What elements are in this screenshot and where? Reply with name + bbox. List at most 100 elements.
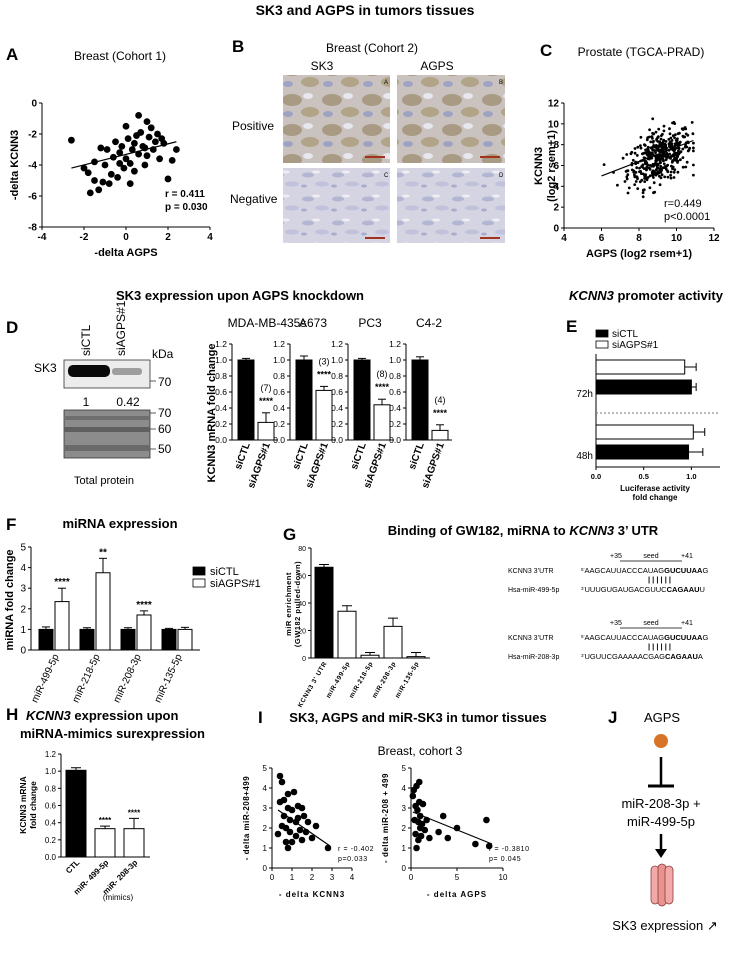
data-point — [623, 180, 627, 183]
data-point — [663, 152, 667, 156]
data-point — [280, 812, 288, 820]
data-point — [168, 156, 176, 164]
data-point — [655, 154, 659, 158]
data-point — [483, 816, 490, 824]
data-point — [661, 132, 664, 136]
data-point — [286, 828, 294, 836]
group-label: 72h — [576, 389, 593, 400]
blot-row-sk3: SK3 — [34, 361, 57, 375]
y-axis-label: miR enrichment — [284, 572, 293, 636]
data-point — [668, 132, 672, 136]
data-point — [645, 153, 649, 156]
y-tick-label: 0.6 — [331, 387, 343, 397]
x-tick-label: -2 — [80, 232, 89, 243]
y-tick-label: 0 — [402, 864, 407, 873]
y-tick-label: 1.0 — [215, 355, 227, 365]
x-tick-label: 5 — [455, 873, 460, 882]
data-point — [651, 148, 654, 152]
alignment-label: KCNN3 3’UTR — [508, 568, 554, 575]
ihc-image-sk3-negative — [283, 168, 390, 243]
panel-g: G Binding of GW182, miRNA to KCNN3 3’ UT… — [283, 523, 708, 709]
data-point — [658, 153, 662, 157]
panel-letter-j: J — [608, 708, 617, 727]
data-point — [654, 130, 658, 134]
data-point — [668, 127, 671, 131]
data-point — [679, 150, 683, 154]
data-point — [654, 168, 658, 172]
x-axis-label: - delta KCNN3 — [279, 890, 345, 899]
y-axis-label: fold change — [28, 781, 38, 829]
panel-b-col-agps: AGPS — [420, 59, 453, 73]
x-tick-label: 1.0 — [686, 472, 696, 481]
data-point — [621, 156, 625, 160]
data-point — [662, 159, 665, 163]
data-point — [666, 154, 670, 158]
y-tick-label: 4 — [263, 784, 268, 793]
data-point — [412, 830, 419, 838]
y-tick-label: 2 — [263, 824, 268, 833]
x-tick-label: 4 — [207, 232, 213, 243]
y-axis-label: KCNN3 — [533, 147, 545, 185]
blot-marker: 60 — [158, 422, 172, 436]
y-tick-label: 6 — [553, 161, 559, 172]
panel-a-scatter: -4 -2 0 2 4 -8 -6 -4 -2 0 -delta AGPS -delta KCNN3 r… — [9, 99, 213, 260]
data-point — [676, 170, 680, 174]
data-point — [485, 842, 493, 850]
data-point — [654, 173, 658, 177]
panel-c-scatter: 4 6 8 10 12 0 2 4 6 8 10 12 AGPS (log2 rsem+1) KCNN3(… — [533, 99, 720, 261]
data-point — [692, 173, 695, 177]
data-point — [658, 150, 661, 153]
bar — [411, 359, 429, 441]
legend-label: siAGPS#1 — [210, 578, 261, 590]
data-point — [658, 158, 662, 161]
data-point — [644, 148, 647, 152]
legend-label: siAGPS#1 — [612, 340, 659, 351]
y-tick-label: 0 — [553, 224, 559, 235]
y-tick-label: 0.8 — [389, 371, 401, 381]
data-point — [444, 834, 452, 842]
y-tick-label: 2 — [402, 824, 407, 833]
y-tick-label: 1 — [20, 625, 26, 636]
data-point — [298, 836, 306, 844]
data-point — [97, 144, 105, 152]
data-point — [663, 142, 667, 146]
alignment-label: KCNN3 3’UTR — [508, 635, 554, 642]
y-tick-label: 0.8 — [45, 784, 57, 793]
figure-title: SK3 and AGPS in tumors tissues — [256, 2, 475, 18]
panel-b-row-negative: Negative — [230, 192, 278, 206]
y-tick-label: 0.4 — [389, 403, 401, 413]
data-point — [414, 806, 421, 814]
data-point — [673, 136, 676, 140]
data-point — [282, 824, 290, 832]
legend-swatch — [192, 566, 206, 576]
data-point — [662, 162, 666, 166]
ihc-corner-a: A — [384, 80, 388, 86]
y-tick-label: 1.2 — [45, 750, 57, 759]
blot-kda-label: kDa — [152, 347, 174, 361]
data-point — [641, 195, 645, 199]
ihc-corner-d: D — [499, 173, 504, 179]
alignment-label: Hsa-miR-499-5p — [508, 587, 559, 594]
data-point — [86, 189, 94, 197]
data-point — [643, 143, 646, 147]
regression-line — [71, 141, 177, 169]
data-point — [664, 158, 668, 161]
bar — [136, 614, 152, 651]
y-tick-label: 80 — [298, 546, 306, 553]
sk3-channel-icon — [650, 863, 674, 907]
y-axis-label: (log2 rsem+1) — [546, 130, 558, 202]
x-tick-label: miR-208-3p — [371, 661, 398, 700]
y-tick-label: 0.0 — [331, 435, 343, 445]
y-tick-label: 0.6 — [215, 387, 227, 397]
data-point — [651, 172, 654, 176]
data-point — [633, 173, 636, 177]
ihc-corner-c: C — [384, 173, 389, 179]
y-tick-label: 1 — [263, 844, 268, 853]
data-point — [664, 140, 668, 143]
data-point — [652, 139, 655, 143]
data-point — [656, 163, 660, 166]
data-point — [624, 170, 628, 173]
data-point — [681, 165, 685, 169]
data-point — [635, 154, 639, 157]
panel-b-col-sk3: SK3 — [311, 59, 334, 73]
